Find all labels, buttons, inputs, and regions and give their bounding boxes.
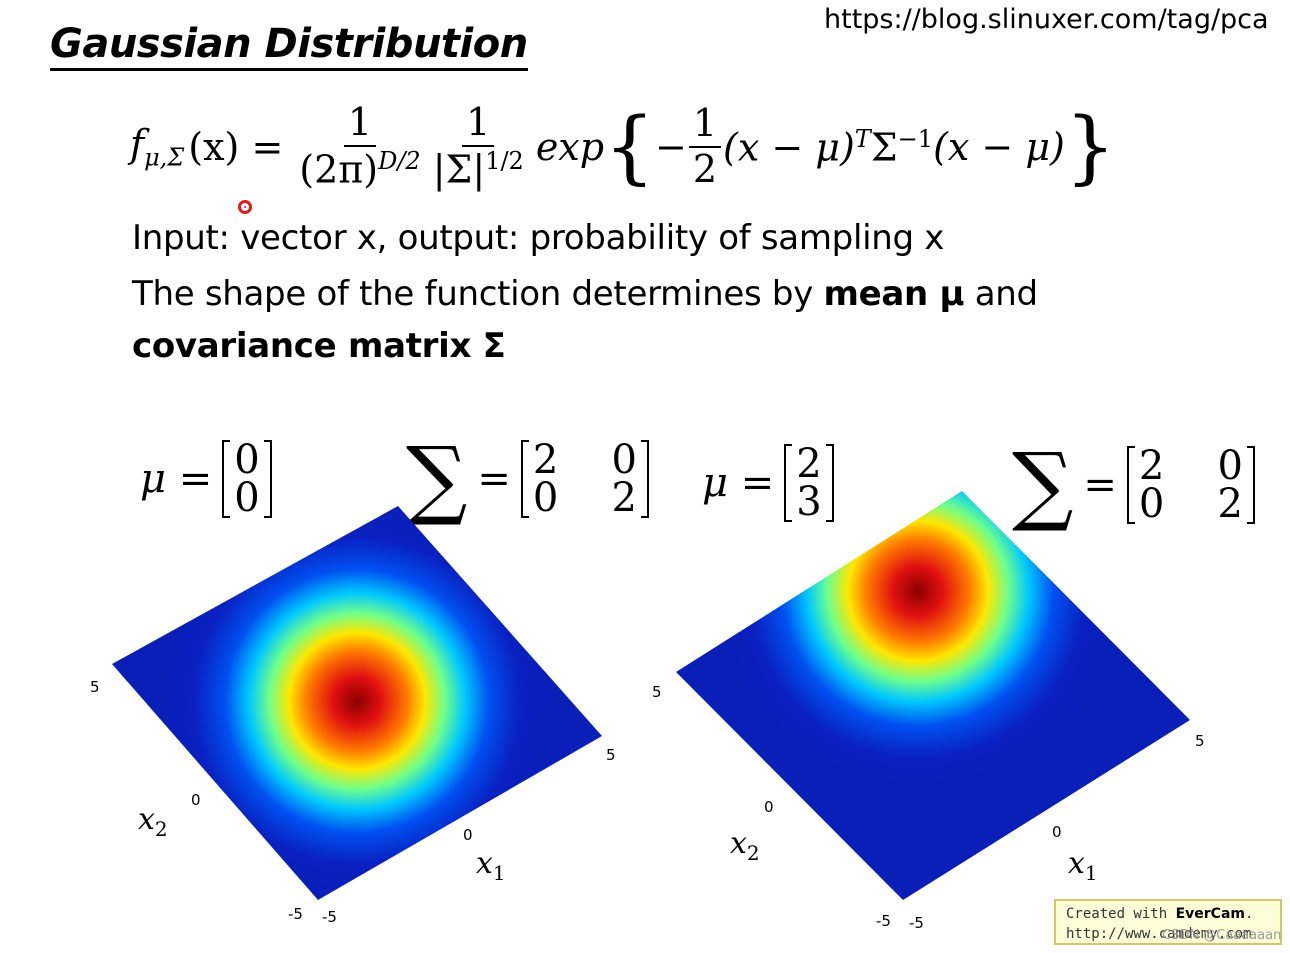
source-url: https://blog.slinuxer.com/tag/pca — [824, 4, 1269, 35]
plot2-x2-tick: 5 — [652, 683, 662, 701]
covariance-term: covariance matrix Σ — [132, 326, 506, 366]
plot2-x1-tick: -5 — [909, 914, 924, 932]
formula-lhs-arg: (x) = — [188, 125, 284, 169]
plot1-x2-tick: 5 — [90, 678, 100, 696]
plot1-x1-tick: -5 — [322, 908, 337, 926]
shape-text: The shape of the function determines by … — [132, 274, 1038, 314]
plot2-xlabel: x1 — [1068, 846, 1098, 885]
formula-sigma-inverse: Σ−1 — [870, 124, 934, 170]
mouse-cursor-indicator — [238, 200, 252, 214]
plot1-xlabel: x1 — [476, 846, 506, 885]
formula-term1: (x − μ)T — [723, 124, 871, 170]
formula-term2: (x − μ) — [933, 125, 1065, 169]
mean-term: mean μ — [823, 274, 965, 314]
csdn-watermark: CSDN @Caaaaaan — [1162, 928, 1282, 943]
gaussian-formula: fμ,Σ (x) = 1 (2π)D/2 1 |Σ|1/2 exp { − 1 … — [130, 92, 1116, 202]
plot1-x2-tick: -5 — [288, 905, 303, 923]
plot2-x2-tick: 0 — [764, 798, 774, 816]
plot1-x1-tick: 5 — [606, 746, 616, 764]
formula-lhs: fμ,Σ — [130, 122, 185, 172]
plot1-x2-tick: 0 — [191, 791, 201, 809]
formula-open-brace: { — [604, 100, 655, 193]
plot2-x2-tick: -5 — [876, 912, 891, 930]
sum-symbol-icon: ∑ — [1012, 435, 1074, 535]
plot2-x1-tick: 5 — [1195, 732, 1205, 750]
plot2-x1-tick: 0 — [1052, 823, 1062, 841]
plot1-surface — [112, 506, 602, 900]
formula-close-brace: } — [1064, 100, 1116, 193]
formula-normalizer-1: 1 (2π)D/2 — [299, 100, 421, 192]
input-output-text: Input: vector x, output: probability of … — [132, 218, 945, 258]
plot2-surface — [676, 491, 1190, 900]
formula-half: 1 2 — [688, 103, 721, 190]
evercam-watermark: Created with EverCam. http://www.camdemy… — [1054, 899, 1282, 945]
formula-normalizer-2: 1 |Σ|1/2 — [432, 100, 524, 192]
plot1-ylabel: x2 — [138, 802, 168, 841]
formula-exp: exp — [535, 125, 605, 169]
page-title: Gaussian Distribution — [50, 20, 528, 71]
plot2-ylabel: x2 — [730, 826, 760, 865]
formula-minus: − — [654, 125, 687, 169]
plot1-x1-tick: 0 — [463, 826, 473, 844]
sum-symbol-icon: ∑ — [406, 429, 468, 529]
